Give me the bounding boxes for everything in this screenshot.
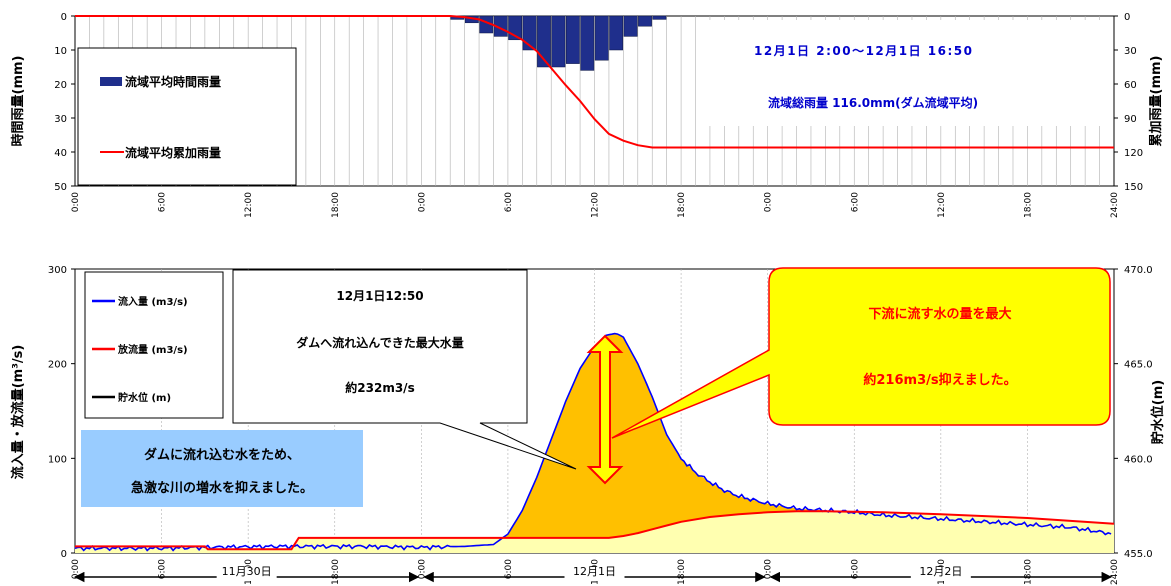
day-range-label: 11月30日 (222, 565, 272, 578)
rain-bar (652, 15, 667, 20)
legend-inflow-label: 流入量 (m3/s) (118, 295, 188, 308)
y-tick-label: 200 (48, 360, 67, 371)
rain-total-text: 流域総雨量 116.0mm(ダム流域平均) (768, 95, 978, 110)
peak-callout-date: 12月1日12:50 (336, 289, 423, 303)
y-tick-label: 300 (48, 265, 67, 276)
legend-level-label: 貯水位 (m) (118, 391, 171, 404)
rainfall-chart: 0 10 20 30 40 50 0 30 60 90 120 150 0:00 6:00 12:00 1… (10, 12, 1164, 218)
x-tick-label: 18:00 (1023, 559, 1033, 585)
day-range-bg (910, 567, 971, 581)
reduction-callout-line1: 下流に流す水の量を最大 (868, 306, 1011, 322)
x-tick-label: 6:00 (850, 559, 860, 579)
x-tick-label: 0:00 (417, 559, 427, 579)
rain-bar (623, 15, 638, 37)
reduction-arrow (586, 334, 624, 485)
rain-period-text: 12月1日 2:00～12月1日 16:50 (754, 44, 974, 58)
y-tick-label: 20 (54, 80, 67, 91)
flow-right-axis-title: 貯水位(m) (1150, 380, 1166, 444)
day-range-bg (216, 567, 277, 581)
rain-bar (580, 15, 595, 71)
y2-tick-label: 455.0 (1124, 549, 1153, 560)
rainfall-right-axis-title: 累加雨量(mm) (1148, 56, 1164, 147)
y2-tick-label: 30 (1124, 46, 1137, 57)
y2-tick-label: 150 (1124, 182, 1143, 193)
day-range-bg (564, 567, 625, 581)
x-tick-label: 24:00 (1110, 192, 1120, 218)
y-tick-label: 100 (48, 454, 67, 465)
flow-left-axis: 0 100 200 300 (48, 265, 75, 560)
rainfall-left-axis-title: 時間雨量(mm) (10, 56, 26, 147)
flow-left-axis-title: 流入量・放流量(m³/s) (10, 345, 26, 480)
x-tick-label: 18:00 (331, 559, 341, 585)
x-tick-label: 6:00 (504, 192, 514, 212)
y-tick-label: 10 (54, 46, 67, 57)
y-tick-label: 40 (54, 148, 67, 159)
rain-bar (565, 15, 580, 64)
x-tick-label: 0:00 (71, 192, 81, 212)
rain-bar (522, 15, 537, 51)
y-tick-label: 30 (54, 114, 67, 125)
cumulative-rain-line (75, 15, 1114, 149)
day-range-label: 12月2日 (919, 565, 962, 578)
y2-tick-label: 120 (1124, 148, 1143, 159)
rain-bar (609, 15, 624, 51)
rainfall-legend: 流域平均時間雨量 流域平均累加雨量 (77, 47, 297, 186)
storage-note-line2: 急激な川の増水を抑えました。 (131, 480, 313, 496)
x-tick-label: 18:00 (1023, 192, 1033, 218)
rain-bar (551, 15, 566, 68)
peak-callout: 12月1日12:50 ダムへ流れ込んできた最大水量 約232m3/s (232, 269, 577, 470)
x-tick-label: 12:00 (591, 192, 601, 218)
x-tick-label: 18:00 (677, 192, 687, 218)
x-tick-label: 6:00 (158, 192, 168, 212)
y-tick-label: 0 (61, 12, 67, 23)
storage-note-line1: ダムに流れ込む水をため、 (144, 447, 300, 463)
y-tick-label: 0 (61, 549, 67, 560)
peak-callout-desc: ダムへ流れ込んできた最大水量 (296, 335, 463, 350)
y-tick-label: 50 (54, 182, 67, 193)
x-tick-label: 0:00 (764, 192, 774, 212)
storage-fill (493, 333, 1114, 538)
rainfall-cumulative-line (75, 15, 1114, 149)
flow-chart: 0 100 200 300 455.0 460.0 465.0 470.0 0:00 6:00… (10, 265, 1166, 585)
rainfall-x-axis: 0:00 6:00 12:00 18:00 0:00 6:00 12:00 18:00 0:00… (71, 192, 1120, 218)
peak-callout-value: 約232m3/s (345, 380, 414, 395)
rainfall-annotation: 12月1日 2:00～12月1日 16:50 流域総雨量 116.0mm(ダム流… (696, 20, 1112, 126)
y2-tick-label: 90 (1124, 114, 1137, 125)
rainfall-left-axis: 0 10 20 30 40 50 (54, 12, 75, 193)
reduction-callout: 下流に流す水の量を最大 約216m3/s抑えました。 (611, 267, 1111, 439)
legend-outflow-label: 放流量 (m3/s) (117, 343, 188, 356)
legend-bar-swatch (100, 77, 122, 86)
x-tick-label: 6:00 (504, 559, 514, 579)
x-tick-label: 0:00 (417, 192, 427, 212)
x-tick-label: 24:00 (1110, 559, 1120, 585)
x-tick-label: 6:00 (158, 559, 168, 579)
x-tick-label: 12:00 (244, 192, 254, 218)
x-tick-label: 18:00 (331, 192, 341, 218)
x-tick-label: 6:00 (850, 192, 860, 212)
legend-line-label: 流域平均累加雨量 (125, 145, 221, 160)
flow-right-axis: 455.0 460.0 465.0 470.0 (1114, 265, 1153, 560)
storage-note: ダムに流れ込む水をため、 急激な川の増水を抑えました。 (81, 430, 363, 507)
y2-tick-label: 460.0 (1124, 454, 1153, 465)
reduction-callout-line2: 約216m3/s抑えました。 (863, 372, 1016, 388)
flow-legend: 流入量 (m3/s) 放流量 (m3/s) 貯水位 (m) (84, 271, 224, 419)
day-range-label: 12月1日 (573, 565, 616, 578)
outflow-line (75, 510, 1115, 551)
rainfall-right-axis: 0 30 60 90 120 150 (1114, 12, 1143, 193)
x-tick-label: 18:00 (677, 559, 687, 585)
y2-tick-label: 465.0 (1124, 360, 1153, 371)
y2-tick-label: 0 (1124, 12, 1130, 23)
y2-tick-label: 60 (1124, 80, 1137, 91)
outflow-fill (75, 511, 1114, 553)
rain-bar (638, 15, 652, 27)
x-tick-label: 12:00 (937, 192, 947, 218)
y2-tick-label: 470.0 (1124, 265, 1153, 276)
x-tick-label: 0:00 (764, 559, 774, 579)
rain-bar (594, 15, 609, 61)
flow-fills (75, 333, 1114, 553)
day-ranges: 11月30日 12月1日 12月2日 (73, 565, 1113, 583)
x-tick-label: 0:00 (71, 559, 81, 579)
legend-bar-label: 流域平均時間雨量 (125, 74, 221, 89)
